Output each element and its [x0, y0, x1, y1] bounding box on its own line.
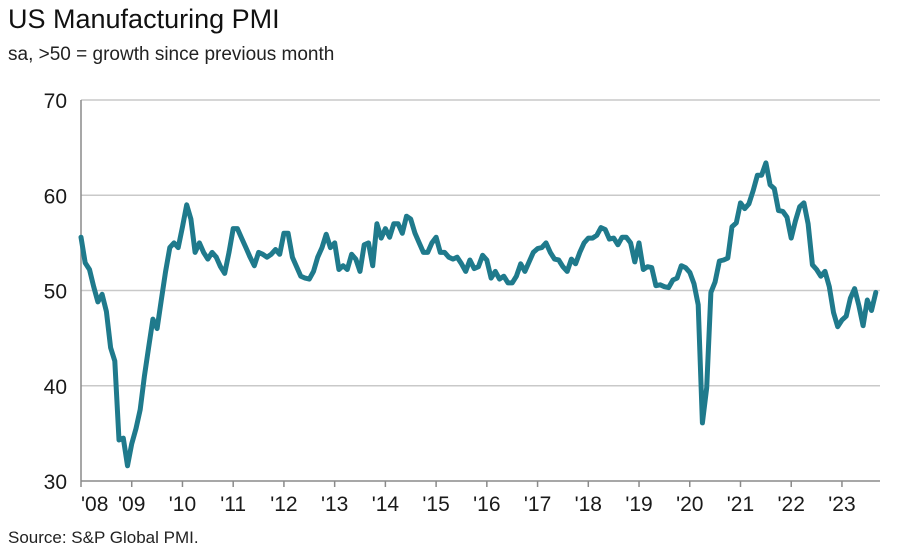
x-axis: '08 '09 '10 '11 '12 '13 '14 '15 '16 '17 '18 '19 '20 '… — [80, 100, 880, 516]
x-tick-label: '08 — [81, 493, 108, 516]
x-tick-label: '11 — [220, 493, 246, 516]
x-tick-label: '23 — [828, 493, 855, 516]
x-tick-label: '21 — [727, 493, 754, 516]
series-line-pmi — [78, 160, 879, 469]
x-tick-label: '18 — [575, 493, 602, 516]
x-tick-label: '10 — [169, 493, 196, 516]
x-tick-label: '16 — [473, 493, 500, 516]
x-tick-label: '20 — [676, 493, 703, 516]
x-tick-label: '14 — [372, 493, 400, 516]
series-area — [78, 160, 879, 469]
y-tick-label: 40 — [44, 376, 67, 399]
x-tick-label: '12 — [270, 493, 297, 516]
x-tick-label: '19 — [625, 493, 652, 516]
x-tick-label: '13 — [321, 493, 348, 516]
y-axis: 30 40 50 60 70 — [44, 90, 67, 494]
x-tick-label: '15 — [422, 493, 449, 516]
chart-title: US Manufacturing PMI — [8, 4, 280, 34]
x-tick-label: '17 — [524, 493, 551, 516]
x-tick-label: '09 — [118, 493, 145, 516]
y-tick-label: 70 — [44, 90, 67, 113]
y-tick-label: 50 — [44, 281, 67, 304]
chart-source: Source: S&P Global PMI. — [8, 528, 199, 547]
x-tick-label: '22 — [778, 493, 805, 516]
gridlines — [81, 99, 880, 387]
chart-subtitle: sa, >50 = growth since previous month — [8, 44, 335, 65]
y-tick-label: 30 — [44, 471, 67, 494]
y-tick-label: 60 — [44, 185, 67, 208]
